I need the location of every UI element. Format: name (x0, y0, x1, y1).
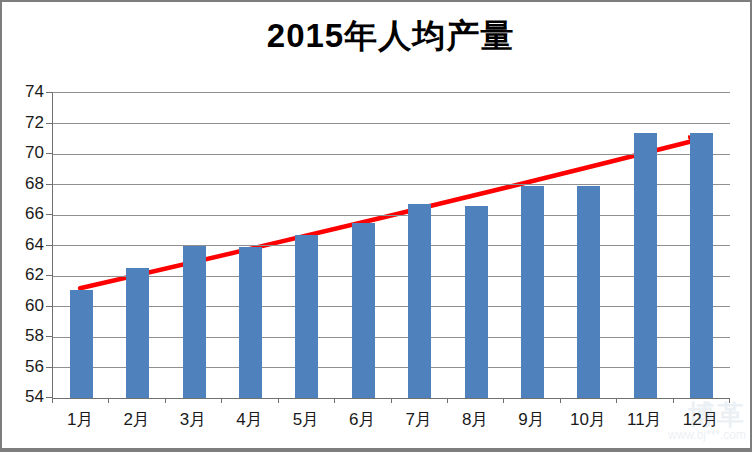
y-axis-label: 68 (8, 175, 44, 193)
x-tick-0 (52, 398, 53, 403)
gridline-60 (53, 306, 730, 307)
bar-6月 (352, 223, 375, 398)
trend-arrow-line (80, 139, 702, 288)
x-axis-label: 5月 (278, 409, 334, 431)
y-axis-label: 62 (8, 266, 44, 284)
gridline-58 (53, 337, 730, 338)
x-tick-7 (447, 398, 448, 403)
x-tick-4 (278, 398, 279, 403)
bar-4月 (239, 247, 262, 398)
x-axis-label: 3月 (165, 409, 221, 431)
x-axis-label: 12月 (673, 409, 729, 431)
x-axis-label: 6月 (334, 409, 390, 431)
bar-5月 (295, 235, 318, 398)
x-axis-label: 7月 (391, 409, 447, 431)
x-tick-9 (560, 398, 561, 403)
y-tick-62 (46, 275, 52, 276)
x-tick-1 (108, 398, 109, 403)
gridline-64 (53, 245, 730, 246)
y-axis-label: 64 (8, 236, 44, 254)
gridline-56 (53, 367, 730, 368)
bar-12月 (690, 133, 713, 398)
y-tick-56 (46, 367, 52, 368)
bar-9月 (521, 186, 544, 398)
gridline-66 (53, 215, 730, 216)
x-axis-label: 9月 (504, 409, 560, 431)
y-tick-66 (46, 214, 52, 215)
y-axis-label: 58 (8, 327, 44, 345)
x-axis-label: 4月 (221, 409, 277, 431)
x-tick-5 (334, 398, 335, 403)
x-axis-label: 8月 (447, 409, 503, 431)
x-tick-12 (729, 398, 730, 403)
x-tick-11 (673, 398, 674, 403)
x-axis-label: 2月 (109, 409, 165, 431)
y-tick-70 (46, 153, 52, 154)
y-axis-label: 54 (8, 388, 44, 406)
gridline-62 (53, 276, 730, 277)
y-tick-72 (46, 123, 52, 124)
x-axis-label: 1月 (52, 409, 108, 431)
x-axis-label: 10月 (560, 409, 616, 431)
y-tick-60 (46, 306, 52, 307)
y-axis-label: 66 (8, 205, 44, 223)
bar-10月 (577, 186, 600, 398)
y-tick-58 (46, 336, 52, 337)
bar-3月 (183, 246, 206, 399)
y-axis-label: 72 (8, 114, 44, 132)
gridline-68 (53, 184, 730, 185)
y-axis-label: 74 (8, 83, 44, 101)
y-axis-label: 56 (8, 358, 44, 376)
y-tick-68 (46, 184, 52, 185)
gridline-70 (53, 154, 730, 155)
chart-title: 2015年人均产量 (52, 14, 729, 58)
x-tick-3 (221, 398, 222, 403)
watermark-url: www.bj***.com (668, 429, 746, 442)
x-axis-label: 11月 (616, 409, 672, 431)
y-axis-label: 70 (8, 144, 44, 162)
x-tick-8 (503, 398, 504, 403)
y-tick-64 (46, 245, 52, 246)
bar-1月 (70, 290, 93, 398)
plot-area (52, 92, 730, 399)
bar-2月 (126, 268, 149, 398)
bar-11月 (634, 133, 657, 398)
gridline-72 (53, 123, 730, 124)
x-tick-2 (165, 398, 166, 403)
y-axis-label: 60 (8, 297, 44, 315)
x-tick-10 (616, 398, 617, 403)
chart-window: 2015年人均产量 74 72 70 68 66 64 62 60 58 56 54 1月2月3月4… (0, 0, 752, 452)
bar-8月 (465, 206, 488, 398)
y-tick-74 (46, 92, 52, 93)
x-tick-6 (391, 398, 392, 403)
bar-7月 (408, 204, 431, 398)
